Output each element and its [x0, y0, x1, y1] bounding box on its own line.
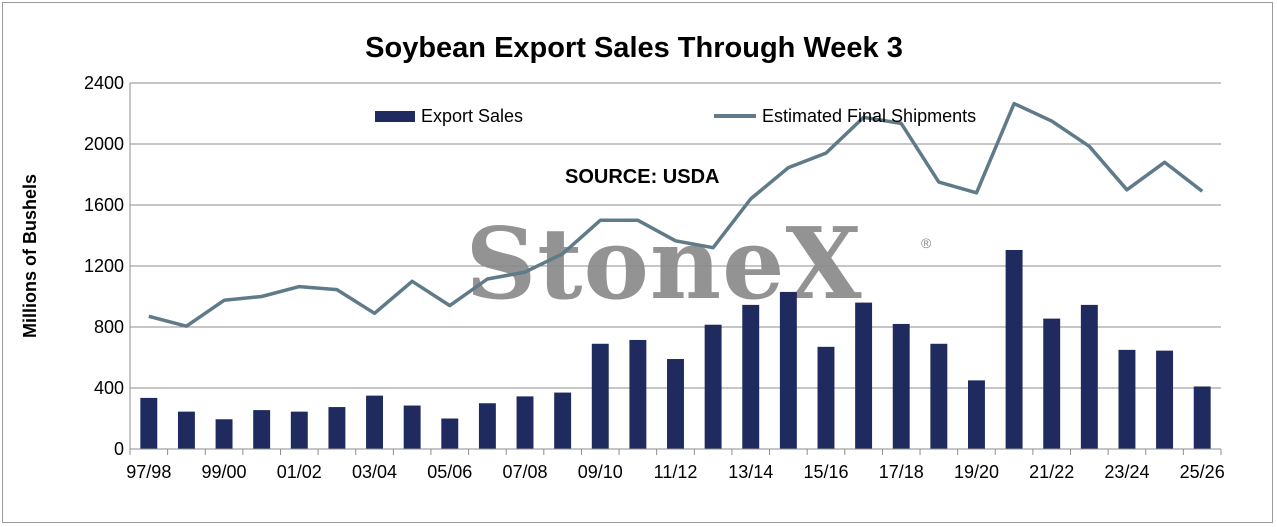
- bar-export-sales: [930, 343, 948, 449]
- bar-export-sales: [177, 411, 195, 449]
- x-tick-label: 97/98: [126, 462, 171, 482]
- x-tick-label: 23/24: [1104, 462, 1149, 482]
- bar-export-sales: [140, 397, 158, 449]
- x-tick-label: 21/22: [1029, 462, 1074, 482]
- bar-export-sales: [290, 411, 308, 449]
- bar-export-sales: [968, 380, 985, 449]
- y-tick-label: 800: [94, 317, 124, 337]
- y-tick-label: 1600: [84, 195, 124, 215]
- bar-export-sales: [1005, 249, 1023, 449]
- y-tick-label: 2000: [84, 134, 124, 154]
- y-tick-label: 400: [94, 378, 124, 398]
- bar-export-sales: [892, 323, 910, 449]
- x-tick-label: 19/20: [954, 462, 999, 482]
- bar-export-sales: [629, 339, 647, 449]
- bar-export-sales: [328, 407, 346, 449]
- bar-export-sales: [1080, 304, 1098, 449]
- x-tick-label: 09/10: [578, 462, 623, 482]
- bar-export-sales: [855, 302, 873, 449]
- x-axis-ticks: 97/98 99/00 01/02 03/04 05/06 07/08 09/10 11/12…: [126, 462, 1224, 482]
- bar-export-sales: [742, 304, 760, 449]
- x-tick-label: 03/04: [352, 462, 397, 482]
- y-tick-label: 1200: [84, 256, 124, 276]
- x-tick-label: 99/00: [202, 462, 247, 482]
- bar-export-sales: [215, 419, 233, 449]
- bar-export-sales: [253, 410, 271, 449]
- bar-export-sales: [516, 396, 534, 449]
- registered-mark: ®: [921, 235, 932, 251]
- legend: Export Sales Estimated Final Shipments: [375, 106, 976, 126]
- y-axis-ticks: 0 400 800 1200 1600 2000 2400: [84, 73, 124, 459]
- final-shipments-line: [148, 101, 1204, 328]
- bar-export-sales: [554, 392, 572, 449]
- y-tick-label: 0: [114, 439, 124, 459]
- bar-export-sales: [1156, 350, 1174, 449]
- bar-export-sales: [1043, 318, 1061, 449]
- x-tick-label: 01/02: [277, 462, 322, 482]
- bar-export-sales: [704, 324, 722, 449]
- gridlines: [130, 82, 1221, 389]
- stonex-logo: StoneX: [465, 207, 862, 322]
- x-tick-label: 17/18: [879, 462, 924, 482]
- bar-export-sales: [1193, 386, 1211, 449]
- x-tick-label: 13/14: [728, 462, 773, 482]
- export-sales-bars: [140, 249, 1211, 449]
- bar-export-sales: [817, 346, 835, 449]
- source-annotation: SOURCE: USDA: [565, 166, 719, 188]
- chart-title: Soybean Export Sales Through Week 3: [365, 32, 903, 64]
- legend-swatch-export-sales: [375, 111, 415, 122]
- bar-export-sales: [591, 343, 609, 449]
- x-tick-label: 07/08: [502, 462, 547, 482]
- bar-export-sales: [478, 403, 496, 449]
- y-tick-label: 2400: [84, 73, 124, 93]
- bar-export-sales: [441, 418, 459, 449]
- x-tick-label: 05/06: [427, 462, 472, 482]
- bar-export-sales: [667, 359, 684, 449]
- line-final-shipments: [148, 101, 1204, 328]
- legend-label-final-shipments: Estimated Final Shipments: [762, 106, 976, 126]
- x-tick-label: 25/26: [1180, 462, 1225, 482]
- x-tick-label: 11/12: [654, 462, 698, 482]
- bar-export-sales: [779, 291, 797, 449]
- x-tick-label: 15/16: [803, 462, 848, 482]
- y-axis-label: Millions of Bushels: [20, 174, 40, 338]
- axes: [129, 83, 1222, 455]
- bar-export-sales: [366, 395, 383, 449]
- bar-export-sales: [403, 405, 421, 449]
- bar-export-sales: [1118, 349, 1136, 449]
- legend-label-export-sales: Export Sales: [421, 106, 523, 126]
